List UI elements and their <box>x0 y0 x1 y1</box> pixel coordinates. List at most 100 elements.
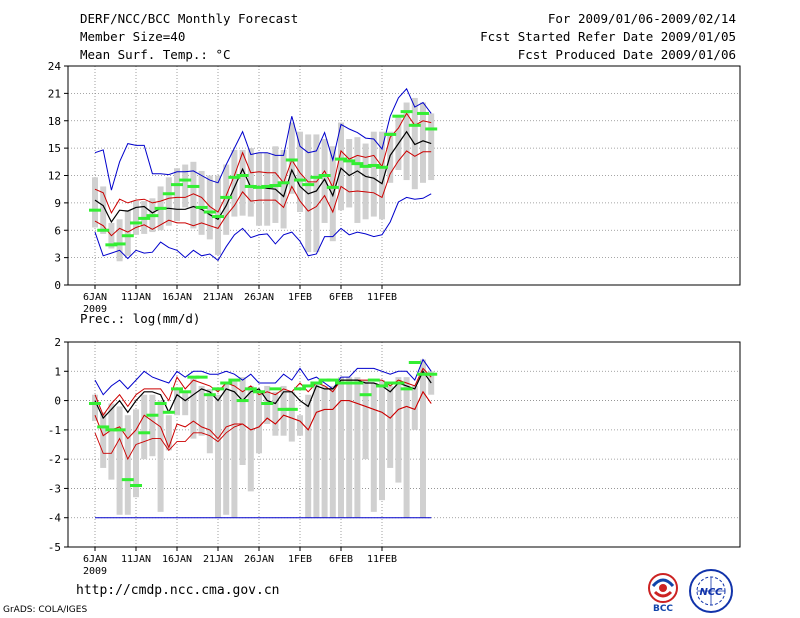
prec-member-box <box>297 415 303 436</box>
member-size: Member Size=40 <box>80 29 186 44</box>
temp-observed-marker <box>89 208 101 212</box>
temp-xtick-label: 21JAN <box>203 292 233 303</box>
temp-observed-marker <box>384 132 397 136</box>
prec-member-box <box>370 383 377 512</box>
ncc-logo-icon: NCC <box>689 569 733 613</box>
temp-xtick-year: 2009 <box>83 304 107 315</box>
prec-member-box <box>223 383 230 515</box>
prec-member-box <box>108 403 115 480</box>
prec-observed-marker <box>326 378 339 382</box>
temp-member-box <box>362 143 369 220</box>
prec-member-box <box>288 391 295 442</box>
prec-observed-marker <box>294 387 306 391</box>
prec-observed-marker <box>171 387 183 391</box>
temp-member-box <box>428 113 435 181</box>
prec-observed-marker <box>228 378 241 382</box>
prec-xtick-label: 1FEB <box>288 554 312 565</box>
prec-observed-marker <box>105 428 118 432</box>
temp-observed-marker <box>253 185 265 189</box>
temp-observed-marker <box>121 234 134 238</box>
temp-observed-marker <box>343 159 356 163</box>
temp-member-box <box>100 186 107 234</box>
prec-member-box <box>124 415 131 515</box>
prec-member-box <box>395 377 402 483</box>
prec-xtick-label: 11FEB <box>367 554 397 565</box>
temp-member-box <box>223 164 230 235</box>
bcc-logo-icon: BCC <box>648 573 678 614</box>
temp-member-box <box>313 134 320 253</box>
temp-observed-marker <box>285 158 298 162</box>
prec-member-box <box>247 385 254 492</box>
temp-xtick-label: 1FEB <box>288 292 312 303</box>
prec-member-box <box>215 394 221 518</box>
temp-member-box <box>231 149 238 217</box>
prec-observed-marker <box>335 381 347 385</box>
prec-plot-frame <box>67 341 741 548</box>
prec-xtick-label: 11JAN <box>121 554 151 565</box>
temp-upper-line <box>94 112 432 215</box>
temp-observed-marker <box>417 111 429 115</box>
prec-member-box <box>92 394 98 422</box>
prec-ytick-label: 1 <box>54 365 61 378</box>
prec-member-box <box>321 385 328 518</box>
temp-ytick-label: 6 <box>54 224 61 237</box>
prec-member-box <box>256 391 262 454</box>
temp-observed-marker <box>367 163 380 167</box>
temp-xtick-label: 6JAN <box>83 292 107 303</box>
temp-observed-marker <box>113 242 126 246</box>
prec-xtick-label: 6FEB <box>329 554 353 565</box>
prec-observed-marker <box>310 381 323 385</box>
prec-observed-marker <box>376 384 388 388</box>
prec-p10-line <box>94 390 432 461</box>
temp-member-box <box>206 175 213 240</box>
prec-ytick-label: 0 <box>54 395 61 408</box>
prec-ytick-label: -1 <box>48 424 61 437</box>
prec-observed-marker <box>269 387 282 391</box>
temp-observed-marker <box>326 185 339 189</box>
prec-observed-marker <box>343 381 356 385</box>
prec-observed-marker <box>187 375 200 379</box>
prec-member-box <box>100 412 107 468</box>
temp-ytick-label: 15 <box>48 142 61 155</box>
temp-member-box <box>264 152 271 226</box>
prec-ytick-label: -4 <box>48 512 62 525</box>
temp-min-line <box>94 193 432 262</box>
temp-observed-marker <box>195 205 208 209</box>
temp-xtick-label: 16JAN <box>162 292 192 303</box>
temp-observed-marker <box>392 114 405 118</box>
prec-observed-marker <box>195 375 208 379</box>
prec-member-box <box>206 388 213 454</box>
temp-observed-marker <box>154 206 167 210</box>
prec-max-line <box>94 358 432 396</box>
prec-observed-marker <box>400 387 413 391</box>
prec-member-box <box>239 377 246 465</box>
refer-date: Fcst Started Refer Date 2009/01/05 <box>480 29 736 44</box>
temp-observed-marker <box>244 184 257 188</box>
temp-xtick-label: 26JAN <box>244 292 274 303</box>
temp-member-box <box>190 161 197 229</box>
temp-observed-marker <box>162 192 175 196</box>
source-url[interactable]: http://cmdp.ncc.cma.gov.cn <box>76 583 280 598</box>
prec-observed-marker <box>408 361 421 364</box>
prec-member-box <box>403 377 410 518</box>
prec-observed-marker <box>425 372 438 376</box>
prec-member-box <box>141 394 148 460</box>
prec-member-box <box>272 391 279 436</box>
variable-label: Mean Surf. Temp.: °C <box>80 47 231 62</box>
prec-observed-marker <box>261 402 274 405</box>
temp-member-box <box>133 201 139 235</box>
prec-member-box <box>165 415 172 451</box>
prec-xtick-label: 21JAN <box>203 554 233 565</box>
temp-xtick-label: 11FEB <box>367 292 397 303</box>
temp-ytick-label: 3 <box>54 252 61 265</box>
temp-member-box <box>346 139 353 208</box>
prec-ytick-label: -5 <box>48 541 61 554</box>
svg-text:NCC: NCC <box>699 587 723 598</box>
temp-observed-marker <box>294 178 306 182</box>
prec-member-box <box>133 409 139 498</box>
temp-ytick-label: 12 <box>48 170 61 183</box>
prec-member-box <box>379 380 385 501</box>
temp-lower-line <box>94 150 432 237</box>
prec-member-box <box>346 377 353 518</box>
temp-observed-marker <box>187 184 200 188</box>
